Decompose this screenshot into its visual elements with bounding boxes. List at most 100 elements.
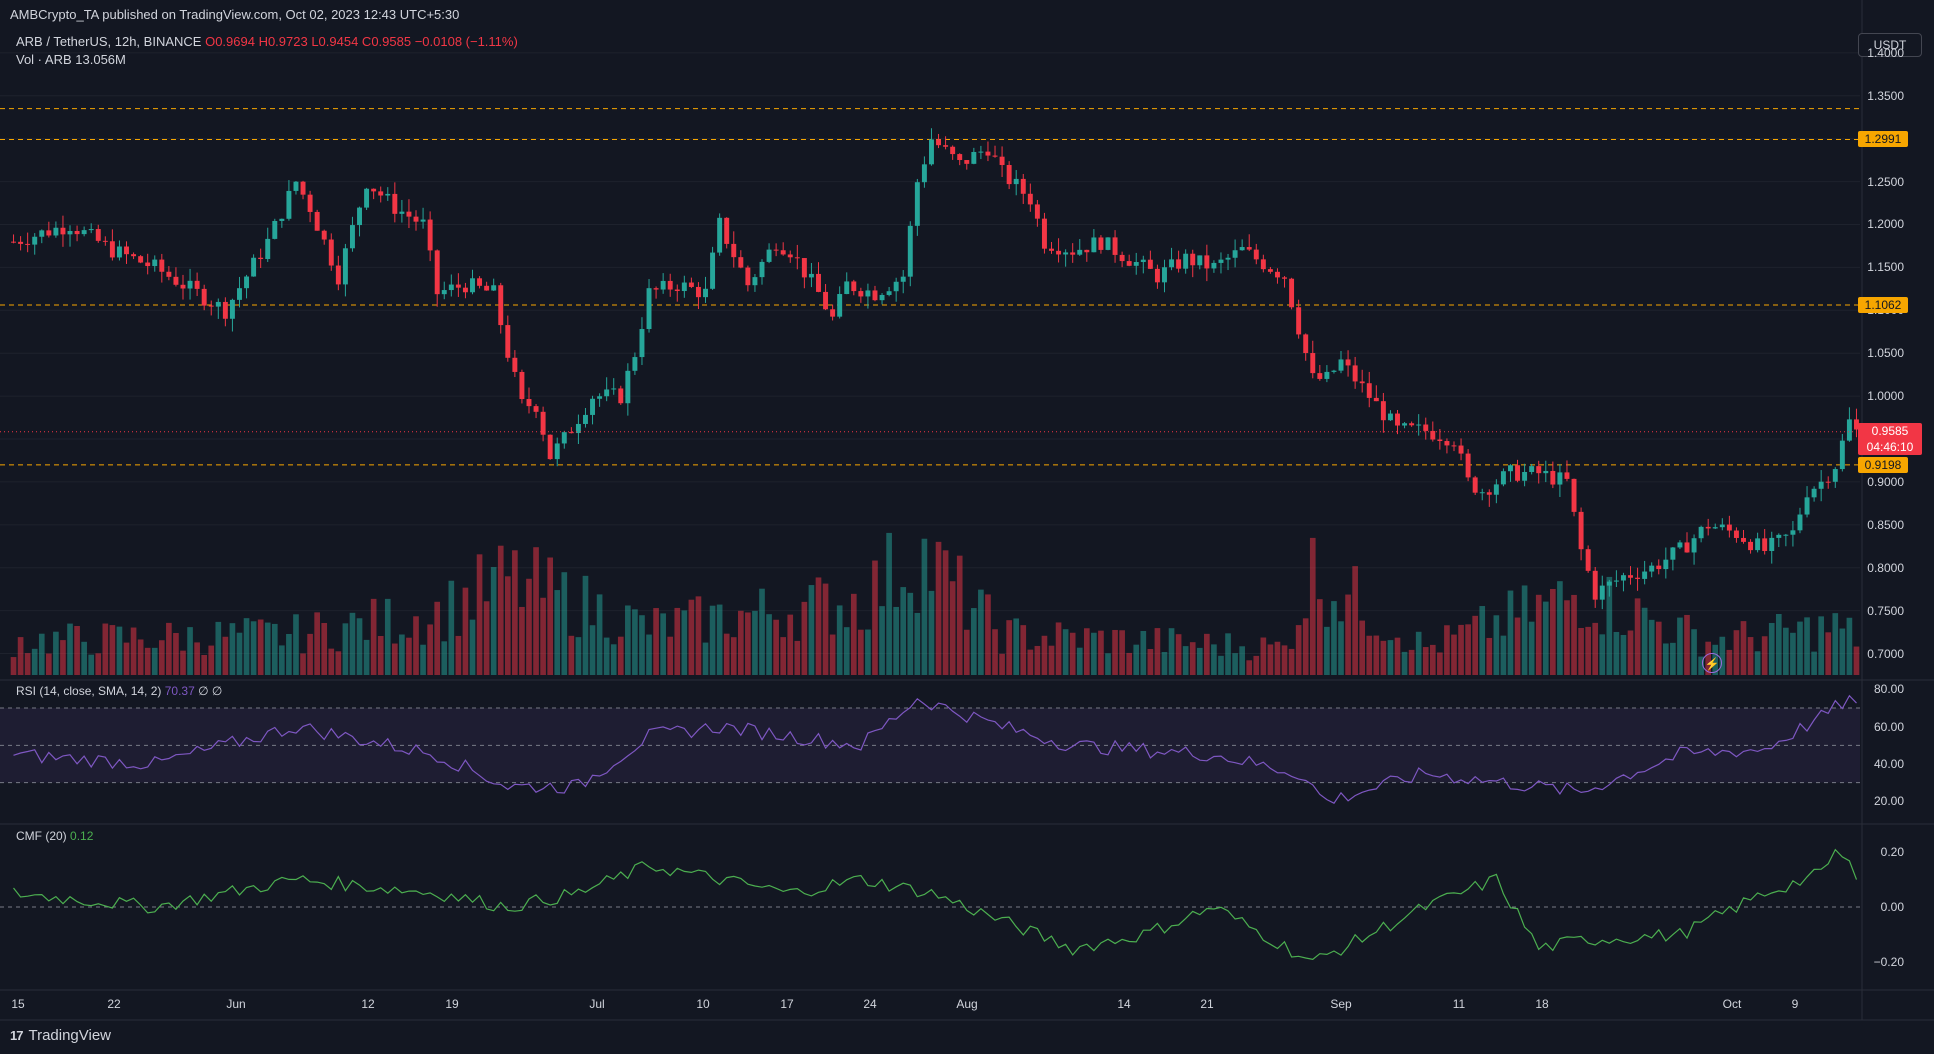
candle-body <box>1656 565 1662 570</box>
volume-bar <box>787 614 794 675</box>
volume-bar <box>716 604 723 675</box>
candle-body <box>526 399 532 407</box>
tradingview-footer[interactable]: 17 TradingView <box>10 1027 111 1044</box>
volume-bar <box>123 642 130 675</box>
volume-bar <box>971 608 977 675</box>
candle-body <box>766 249 772 262</box>
volume-bar <box>1218 655 1224 675</box>
candle-body <box>229 299 235 319</box>
cmf-tick-label: 0.00 <box>1880 900 1904 914</box>
rsi-legend: RSI (14, close, SMA, 14, 2) 70.37 ∅ ∅ <box>16 684 222 698</box>
candle-body <box>907 225 913 277</box>
candle-body <box>1282 277 1287 279</box>
candle-body <box>851 281 857 292</box>
volume-bar <box>1175 634 1182 675</box>
volume-bar <box>1352 566 1358 675</box>
candle-body <box>1578 511 1584 550</box>
candle-body <box>1359 381 1365 384</box>
candle-body <box>710 252 716 289</box>
rsi-value: 70.37 <box>164 684 195 698</box>
volume-bar <box>1528 621 1535 675</box>
volume-bar <box>1853 646 1860 675</box>
currency-button[interactable]: USDT <box>1858 33 1922 57</box>
volume-bar <box>1225 633 1231 675</box>
volume-label[interactable]: Vol · ARB <box>16 52 72 67</box>
candle-body <box>1649 565 1655 572</box>
candle-body <box>830 309 836 317</box>
candle-body <box>1677 542 1683 548</box>
candle-body <box>74 231 80 235</box>
volume-bar <box>67 623 73 675</box>
volume-bar <box>1154 628 1161 675</box>
candle-body <box>1274 271 1280 278</box>
volume-bar <box>420 644 426 675</box>
candle-body <box>540 411 546 435</box>
volume-bar <box>1557 581 1563 675</box>
symbol-name[interactable]: ARB / TetherUS, 12h, BINANCE <box>16 34 202 49</box>
candle-body <box>321 230 327 240</box>
volume-bar <box>1069 632 1076 675</box>
candle-body <box>1663 559 1669 570</box>
candle-body <box>166 271 172 277</box>
candle-body <box>413 216 419 222</box>
volume-bar <box>321 622 328 675</box>
candle-body <box>173 276 179 285</box>
volume-bar <box>554 590 561 675</box>
volume-bar <box>462 587 469 675</box>
candle-body <box>547 434 553 460</box>
volume-bar <box>271 623 278 675</box>
candle-body <box>1077 249 1083 255</box>
candle-body <box>441 290 447 295</box>
candle-body <box>1762 538 1768 551</box>
last-price-badge: 0.9585 04:46:10 <box>1858 422 1922 455</box>
cmf-tick-label: −0.20 <box>1873 955 1904 970</box>
last-price-value: 0.9585 <box>1871 423 1909 438</box>
volume-bar <box>1804 617 1810 675</box>
volume-bar <box>229 623 236 675</box>
volume-bar <box>215 621 222 675</box>
candle-body <box>1197 255 1203 266</box>
candle-body <box>1705 526 1711 529</box>
lightning-icon[interactable]: ⚡ <box>1702 653 1722 673</box>
volume-bar <box>942 550 949 675</box>
volume-bar <box>1641 607 1648 675</box>
candle-body <box>1253 249 1259 260</box>
volume-bar <box>377 636 384 675</box>
candle-body <box>1070 252 1076 255</box>
candle-body <box>632 357 638 371</box>
volume-bar <box>497 545 504 675</box>
candle-body <box>1444 441 1450 446</box>
volume-bar <box>286 633 292 675</box>
rsi-label[interactable]: RSI (14, close, SMA, 14, 2) <box>16 684 162 698</box>
candle-body <box>1063 252 1069 255</box>
volume-bar <box>723 633 730 675</box>
volume-bar <box>81 641 87 675</box>
candle-body <box>731 243 737 258</box>
candle-body <box>752 277 758 286</box>
candle-body <box>1522 471 1528 481</box>
candle-body <box>943 145 949 147</box>
volume-bar <box>1204 633 1210 675</box>
candle-body <box>300 181 306 195</box>
candle-body <box>1832 469 1838 482</box>
candle-body <box>1536 466 1542 474</box>
volume-bar <box>660 613 666 675</box>
volume-bar <box>1465 624 1471 675</box>
candle-body <box>1797 514 1803 531</box>
candle-body <box>1592 570 1598 600</box>
volume-bar <box>1324 626 1330 675</box>
candle-body <box>477 278 483 286</box>
candle-body <box>138 256 144 263</box>
candle-body <box>1218 259 1224 263</box>
candle-body <box>1451 445 1457 447</box>
candle-body <box>1366 383 1372 398</box>
price-tick-label: 0.9000 <box>1867 474 1904 489</box>
candle-body <box>1472 477 1478 493</box>
volume-bar <box>956 555 963 675</box>
candle-body <box>265 238 271 260</box>
volume-bar <box>1733 630 1740 675</box>
candle-body <box>1853 419 1859 430</box>
cmf-label[interactable]: CMF (20) <box>16 829 67 843</box>
candle-body <box>1585 549 1591 571</box>
